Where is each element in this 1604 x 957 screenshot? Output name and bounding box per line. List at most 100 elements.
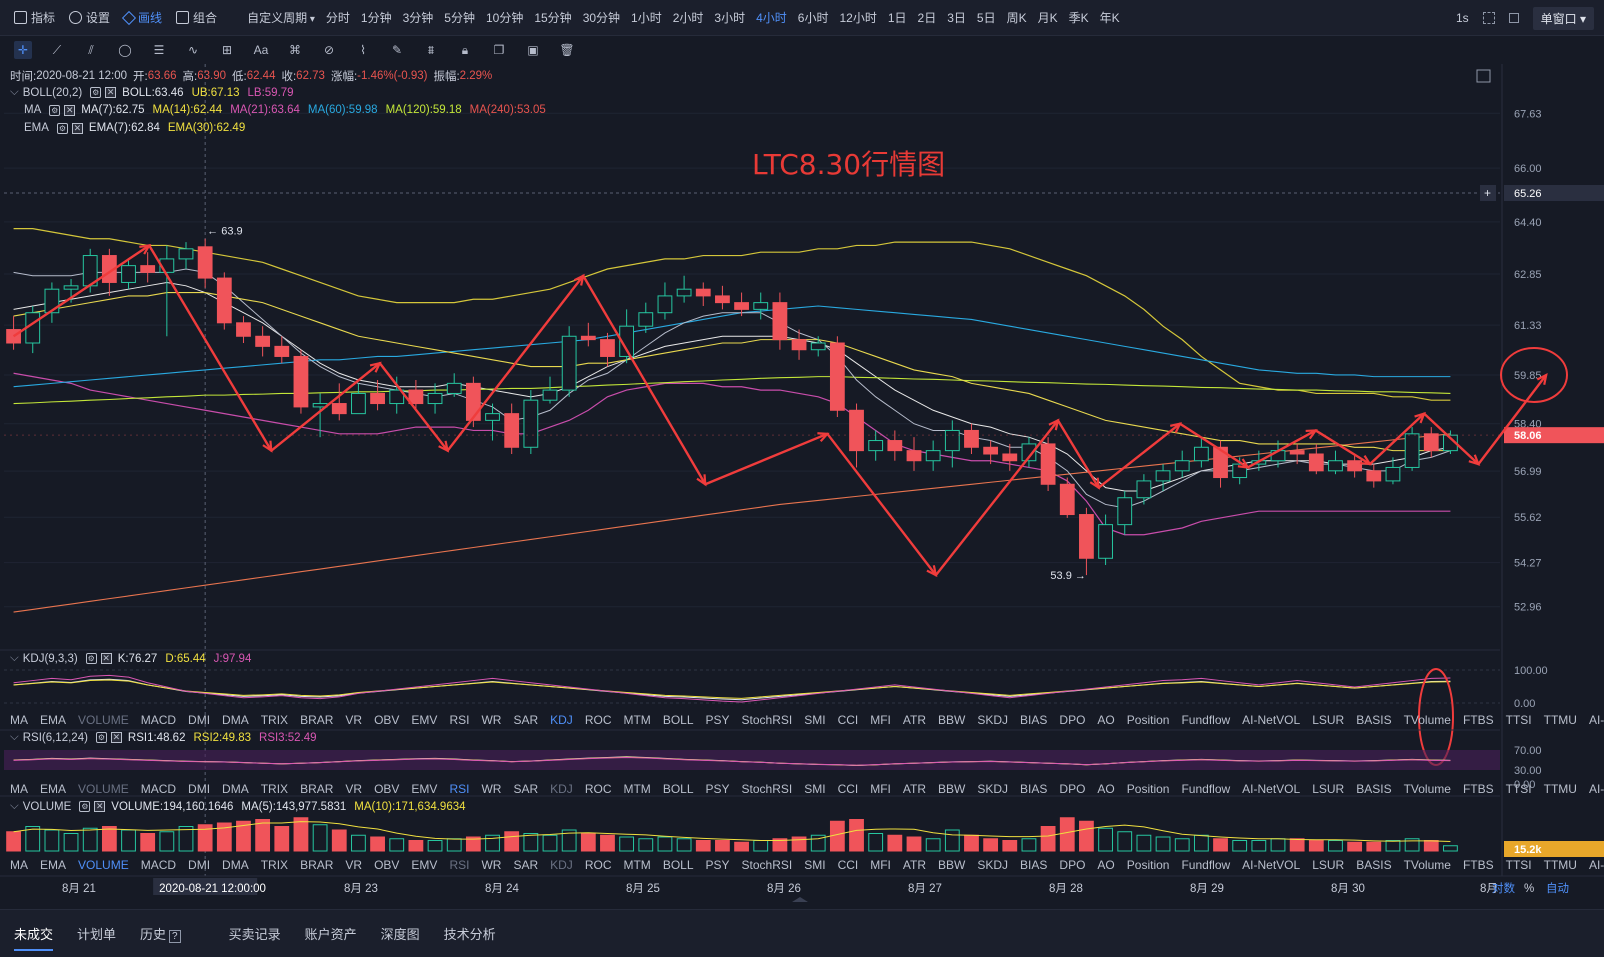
indicator-tab-smi[interactable]: SMI	[804, 858, 826, 872]
candle[interactable]	[121, 258, 136, 290]
candle[interactable]	[370, 380, 385, 411]
indicator-tab-dpo[interactable]: DPO	[1059, 713, 1086, 727]
collapse-icon[interactable]: ⌵	[10, 652, 19, 664]
chart-svg[interactable]: 67.6366.0064.4062.8561.3359.8558.4056.99…	[0, 64, 1604, 909]
indicator-tab-volume[interactable]: VOLUME	[78, 713, 129, 727]
indicator-tab-ma[interactable]: MA	[10, 713, 28, 727]
indicator-tab-sar[interactable]: SAR	[513, 713, 539, 727]
indicator-tab-stochrsi[interactable]: StochRSI	[741, 858, 793, 872]
indicator-tab-ttmu[interactable]: TTMU	[1543, 858, 1577, 872]
bottom-tab[interactable]: 买卖记录	[228, 927, 281, 942]
indicator-tab-dmi[interactable]: DMI	[188, 858, 211, 872]
magnet-icon[interactable]: ⊘	[323, 43, 335, 57]
candle[interactable]	[619, 309, 635, 364]
indicator-tab-bbw[interactable]: BBW	[938, 782, 966, 796]
auto-scale-toggle[interactable]: 自动	[1546, 882, 1569, 895]
period-16[interactable]: 5日	[976, 11, 996, 25]
indicator-tab-emv[interactable]: EMV	[411, 713, 438, 727]
indicator-tab-vr[interactable]: VR	[345, 713, 363, 727]
ema-close-icon[interactable]: ✕	[71, 122, 83, 134]
indicator-tab-bbw[interactable]: BBW	[938, 713, 966, 727]
candle[interactable]	[715, 285, 730, 310]
indicator-tab-obv[interactable]: OBV	[374, 858, 400, 872]
candle[interactable]	[485, 403, 500, 441]
indicator-tab-cci[interactable]: CCI	[837, 858, 859, 872]
bottom-tab[interactable]: 计划单	[77, 927, 117, 942]
candle[interactable]	[389, 376, 405, 414]
wave-tool-icon[interactable]: ∿	[187, 43, 199, 57]
indicator-tab-cci[interactable]: CCI	[837, 713, 859, 727]
indicator-tab-dma[interactable]: DMA	[222, 713, 249, 727]
candle[interactable]	[1328, 450, 1343, 475]
indicator-tab-lsur[interactable]: LSUR	[1312, 713, 1345, 727]
candle[interactable]	[1404, 427, 1420, 471]
indicator-tab-ftbs[interactable]: FTBS	[1462, 782, 1494, 796]
indicator-tab-basis[interactable]: BASIS	[1356, 782, 1392, 796]
indicator-tab-psy[interactable]: PSY	[705, 782, 730, 796]
indicator-tab-vr[interactable]: VR	[345, 858, 363, 872]
indicator-tab-stochrsi[interactable]: StochRSI	[741, 713, 793, 727]
indicator-tab-ao[interactable]: AO	[1097, 713, 1115, 727]
brush-icon[interactable]: ✎	[391, 43, 403, 57]
percent-scale-toggle[interactable]: %	[1524, 883, 1534, 895]
log-scale-toggle[interactable]: 对数	[1492, 881, 1515, 895]
candle[interactable]	[600, 332, 615, 367]
indicator-tab-ai-netvol[interactable]: AI-NetVOL	[1242, 858, 1301, 872]
boll-settings-icon[interactable]: ⚙	[90, 87, 102, 98]
collapse-icon[interactable]: ⌵	[10, 731, 19, 743]
indicator-tab-boll[interactable]: BOLL	[662, 858, 694, 872]
bottom-tab[interactable]: 技术分析	[443, 927, 496, 942]
candle[interactable]	[906, 437, 922, 471]
trash-icon[interactable]: 🗑︎	[559, 43, 575, 57]
indicator-tab-brar[interactable]: BRAR	[300, 782, 334, 796]
indicator-tab-kdj[interactable]: KDJ	[550, 713, 573, 727]
indicator-tab-wr[interactable]: WR	[481, 713, 502, 727]
indicator-tab-position[interactable]: Position	[1126, 713, 1170, 727]
candle[interactable]	[580, 322, 596, 347]
indicator-tab-bias[interactable]: BIAS	[1020, 858, 1048, 872]
period-2[interactable]: 3分钟	[402, 11, 434, 25]
candle[interactable]	[140, 252, 156, 283]
indicator-tab-tvolume[interactable]: TVolume	[1403, 858, 1451, 872]
draw-button[interactable]: 画线	[121, 9, 162, 26]
candle[interactable]	[178, 242, 194, 269]
crosshair-icon[interactable]: ✛	[14, 41, 32, 59]
candle[interactable]	[504, 403, 520, 454]
bottom-tab[interactable]: 账户资产	[304, 927, 357, 942]
indicator-tab-stochrsi[interactable]: StochRSI	[741, 782, 793, 796]
candle[interactable]	[427, 383, 443, 414]
lock-icon[interactable]: 🔒︎	[461, 42, 469, 57]
indicator-tab-ttmu[interactable]: TTMU	[1543, 782, 1577, 796]
indicator-tab-wr[interactable]: WR	[481, 858, 502, 872]
candle[interactable]	[1308, 443, 1324, 475]
indicator-tab-bbw[interactable]: BBW	[938, 858, 966, 872]
indicator-tab-dpo[interactable]: DPO	[1059, 858, 1086, 872]
period-11[interactable]: 6小时	[797, 11, 829, 25]
indicator-tab-ttsi[interactable]: TTSI	[1505, 713, 1532, 727]
hide-icon[interactable]: ▣	[527, 43, 539, 57]
candle[interactable]	[829, 336, 845, 417]
candle[interactable]	[216, 272, 232, 330]
expand-handle-icon[interactable]	[792, 897, 808, 902]
candle[interactable]	[1385, 457, 1401, 485]
bottom-tab[interactable]: 深度图	[380, 927, 420, 942]
indicator-tab-vr[interactable]: VR	[345, 782, 363, 796]
zoom-icon[interactable]	[1476, 69, 1491, 83]
period-19[interactable]: 季K	[1068, 11, 1089, 25]
indicator-tab-cci[interactable]: CCI	[837, 782, 859, 796]
candle[interactable]	[676, 275, 692, 303]
boll-close-icon[interactable]: ✕	[105, 87, 117, 98]
indicator-tab-mfi[interactable]: MFI	[870, 713, 891, 727]
indicator-tab-mtm[interactable]: MTM	[623, 858, 651, 872]
indicator-tab-ai-bsi[interactable]: AI-BSI	[1588, 713, 1604, 727]
candle[interactable]	[1423, 427, 1439, 458]
rsi-close-icon[interactable]: ✕	[110, 732, 122, 743]
indicator-tab-roc[interactable]: ROC	[584, 782, 612, 796]
indicator-tab-atr[interactable]: ATR	[902, 858, 927, 872]
indicator-tab-basis[interactable]: BASIS	[1356, 713, 1392, 727]
indicator-tab-skdj[interactable]: SKDJ	[977, 782, 1009, 796]
candle[interactable]	[1155, 464, 1171, 491]
candle[interactable]	[925, 440, 941, 471]
candle[interactable]	[868, 430, 884, 461]
candle[interactable]	[1059, 477, 1075, 518]
